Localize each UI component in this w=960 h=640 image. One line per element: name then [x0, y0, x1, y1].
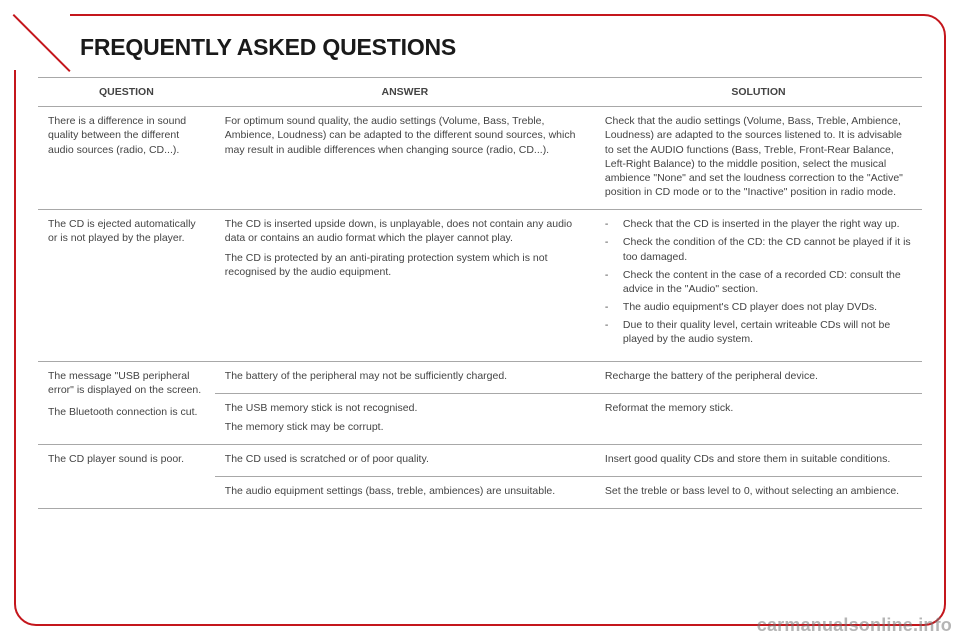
cell-answer: The CD is inserted upside down, is unpla… [215, 210, 595, 361]
page-title: FREQUENTLY ASKED QUESTIONS [80, 34, 922, 61]
faq-table: QUESTION ANSWER SOLUTION There is a diff… [38, 77, 922, 509]
cell-solution: Recharge the battery of the peripheral d… [595, 361, 922, 393]
list-item: -Due to their quality level, certain wri… [605, 318, 912, 346]
list-item: -The audio equipment's CD player does no… [605, 300, 912, 314]
table-row: The CD player sound is poor. The CD used… [38, 445, 922, 477]
col-question: QUESTION [38, 78, 215, 107]
cell-question: There is a difference in sound quality b… [38, 107, 215, 210]
page-card: FREQUENTLY ASKED QUESTIONS QUESTION ANSW… [14, 14, 946, 626]
cell-answer: For optimum sound quality, the audio set… [215, 107, 595, 210]
cell-solution: Insert good quality CDs and store them i… [595, 445, 922, 477]
cell-question: The CD is ejected automatically or is no… [38, 210, 215, 361]
solution-list: -Check that the CD is inserted in the pl… [605, 217, 912, 346]
cell-solution: Set the treble or bass level to 0, witho… [595, 477, 922, 509]
dash-icon: - [605, 318, 613, 346]
cell-solution: Reformat the memory stick. [595, 393, 922, 444]
dash-icon: - [605, 300, 613, 314]
col-solution: SOLUTION [595, 78, 922, 107]
list-item: -Check the content in the case of a reco… [605, 268, 912, 296]
list-text: Check that the CD is inserted in the pla… [623, 217, 900, 231]
table-row: There is a difference in sound quality b… [38, 107, 922, 210]
cell-answer: The battery of the peripheral may not be… [215, 361, 595, 393]
watermark-text: carmanualsonline.info [757, 615, 952, 636]
cell-question: The CD player sound is poor. [38, 445, 215, 509]
question-para: The Bluetooth connection is cut. [48, 405, 205, 419]
answer-para: The CD is protected by an anti-pirating … [225, 251, 585, 279]
table-header-row: QUESTION ANSWER SOLUTION [38, 78, 922, 107]
list-text: Check the content in the case of a recor… [623, 268, 912, 296]
dash-icon: - [605, 235, 613, 263]
list-text: Check the condition of the CD: the CD ca… [623, 235, 912, 263]
cell-solution: -Check that the CD is inserted in the pl… [595, 210, 922, 361]
cell-answer: The USB memory stick is not recognised. … [215, 393, 595, 444]
list-item: -Check that the CD is inserted in the pl… [605, 217, 912, 231]
cell-question: The message "USB peripheral error" is di… [38, 361, 215, 445]
list-text: The audio equipment's CD player does not… [623, 300, 877, 314]
dash-icon: - [605, 268, 613, 296]
table-row: The message "USB peripheral error" is di… [38, 361, 922, 393]
answer-para: The memory stick may be corrupt. [225, 420, 585, 434]
answer-para: The USB memory stick is not recognised. [225, 401, 585, 415]
corner-notch [14, 14, 70, 70]
list-item: -Check the condition of the CD: the CD c… [605, 235, 912, 263]
dash-icon: - [605, 217, 613, 231]
answer-para: The CD is inserted upside down, is unpla… [225, 217, 585, 245]
list-text: Due to their quality level, certain writ… [623, 318, 912, 346]
cell-answer: The audio equipment settings (bass, treb… [215, 477, 595, 509]
table-row: The CD is ejected automatically or is no… [38, 210, 922, 361]
question-para: The message "USB peripheral error" is di… [48, 369, 205, 397]
cell-answer: The CD used is scratched or of poor qual… [215, 445, 595, 477]
cell-solution: Check that the audio settings (Volume, B… [595, 107, 922, 210]
col-answer: ANSWER [215, 78, 595, 107]
